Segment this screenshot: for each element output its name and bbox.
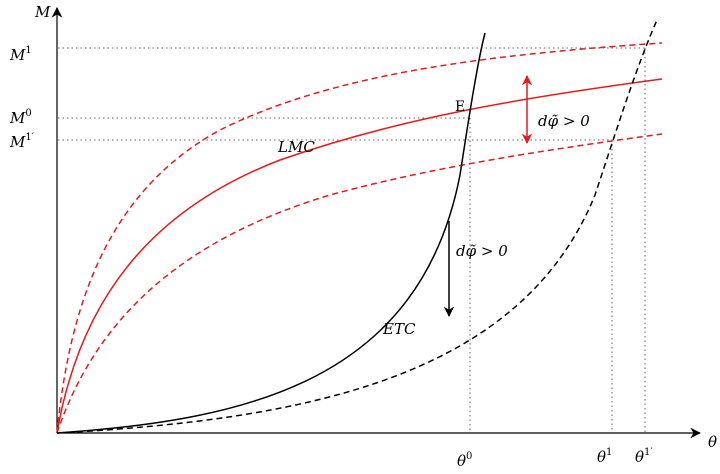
etc-curves xyxy=(56,19,658,434)
etc-dashed-curve xyxy=(56,19,658,434)
etc-label: ETC xyxy=(382,320,416,338)
lmc-curves xyxy=(56,42,663,434)
lmc-lower-dashed-curve xyxy=(56,133,663,434)
y-tick-m1p: M1′ xyxy=(9,132,35,151)
x-tick-theta1p: θ1′ xyxy=(635,447,653,466)
guide-lines xyxy=(58,47,646,433)
x-tick-theta1: θ1 xyxy=(597,447,612,466)
x-axis-label: θ xyxy=(708,433,717,451)
y-tick-m1: M1 xyxy=(9,45,32,64)
x-tick-theta0: θ0 xyxy=(457,451,472,469)
lmc-upper-dashed-curve xyxy=(56,42,663,434)
etc-shift-label: dφ̃ > 0 xyxy=(456,242,508,260)
y-tick-m0: M0 xyxy=(9,108,32,127)
lmc-label: LMC xyxy=(277,138,315,156)
etc-curve xyxy=(56,32,486,434)
lmc-shift-label: dφ̃ > 0 xyxy=(538,112,590,130)
y-axis-label: M xyxy=(34,3,51,21)
lmc-curve xyxy=(56,78,663,434)
equilibrium-label: E xyxy=(455,99,465,115)
